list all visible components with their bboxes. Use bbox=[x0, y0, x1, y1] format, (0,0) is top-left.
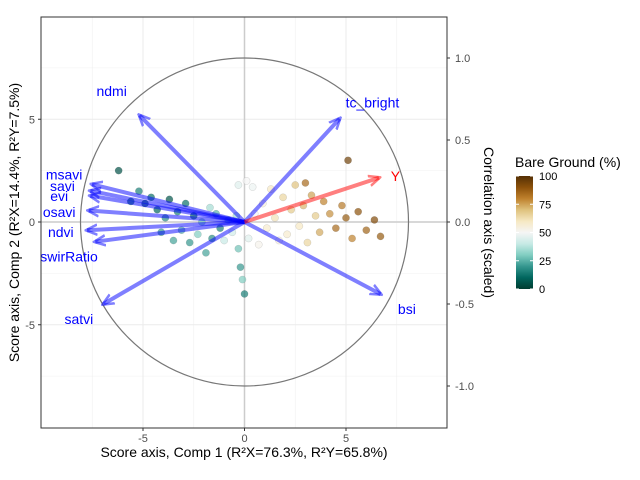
correlation-circle bbox=[79, 57, 410, 387]
score-point bbox=[242, 177, 251, 185]
variable-label-tc-bright: tc_bright bbox=[346, 94, 400, 110]
legend-tick-label: 25 bbox=[539, 256, 551, 268]
arrow-bsi bbox=[243, 220, 381, 294]
arrow-y bbox=[243, 178, 379, 224]
y-tick-label: 0 bbox=[29, 217, 35, 229]
score-point bbox=[376, 232, 385, 241]
score-point bbox=[301, 179, 310, 187]
variable-label-ndmi: ndmi bbox=[96, 83, 126, 99]
variable-label-bsi: bsi bbox=[398, 301, 416, 317]
arrow-satvi bbox=[103, 220, 246, 304]
score-point bbox=[338, 201, 346, 210]
score-point bbox=[342, 214, 350, 222]
score-point bbox=[311, 212, 320, 220]
variable-label-osavi: osavi bbox=[43, 204, 76, 220]
y-axis-title: Score axis, Comp 2 (R²X=14.4%, R²Y=7.5%) bbox=[6, 83, 22, 362]
arrow-swirratio bbox=[95, 220, 245, 242]
score-point bbox=[271, 214, 279, 222]
y2-tick-label: 0.5 bbox=[455, 135, 470, 147]
variable-label-satvi: satvi bbox=[64, 311, 93, 327]
score-point bbox=[114, 166, 123, 175]
score-point bbox=[238, 275, 247, 284]
score-point bbox=[370, 216, 379, 224]
y2-axis-title: Correlation axis (scaled) bbox=[481, 147, 497, 298]
score-point bbox=[220, 236, 228, 245]
score-point bbox=[254, 240, 263, 249]
score-point bbox=[295, 222, 304, 230]
score-point bbox=[240, 290, 249, 298]
arrow-evi bbox=[90, 196, 245, 224]
score-point bbox=[283, 230, 291, 239]
legend-tick-label: 50 bbox=[539, 228, 551, 240]
score-point bbox=[234, 181, 243, 189]
score-point bbox=[332, 224, 340, 232]
variable-label-y: Y bbox=[391, 168, 401, 184]
arrow-ndmi bbox=[140, 115, 246, 224]
x-tick-label: 5 bbox=[343, 433, 349, 445]
score-point bbox=[291, 181, 300, 189]
y2-tick-label: 0.0 bbox=[455, 217, 470, 229]
variable-label-ndvi: ndvi bbox=[48, 224, 74, 240]
score-point bbox=[325, 209, 334, 218]
score-point bbox=[279, 193, 287, 202]
score-point bbox=[248, 183, 257, 191]
y2-tick-label: 1.0 bbox=[455, 53, 470, 65]
x-axis-title: Score axis, Comp 1 (R²X=76.3%, R²Y=65.8%… bbox=[100, 444, 387, 460]
variable-label-savi: savi bbox=[50, 178, 75, 194]
arrow-osavi bbox=[89, 211, 245, 224]
x-tick-label: 0 bbox=[241, 433, 247, 445]
variable-label-msavi: msavi bbox=[46, 166, 83, 182]
legend-tick-label: 100 bbox=[539, 171, 557, 183]
y-tick-label: -5 bbox=[25, 320, 35, 332]
score-point bbox=[244, 234, 253, 243]
score-point bbox=[202, 249, 210, 257]
legend-title: Bare Ground (%) bbox=[515, 154, 621, 170]
score-point bbox=[169, 236, 178, 245]
variable-label-swirratio: swirRatio bbox=[40, 248, 98, 264]
score-point bbox=[354, 207, 362, 216]
score-point bbox=[303, 238, 312, 247]
score-point bbox=[234, 244, 243, 253]
variable-label-evi: evi bbox=[50, 188, 68, 204]
legend: Bare Ground (%)100 75 50 25 0 bbox=[515, 154, 621, 296]
legend-tick-label: 0 bbox=[539, 284, 545, 296]
score-point bbox=[185, 238, 194, 247]
score-point bbox=[362, 226, 371, 235]
score-point bbox=[315, 228, 324, 237]
score-point bbox=[194, 230, 202, 239]
x-tick-label: -5 bbox=[138, 433, 148, 445]
score-point bbox=[206, 203, 214, 212]
score-point bbox=[344, 156, 352, 165]
score-point bbox=[319, 197, 328, 206]
score-point bbox=[236, 263, 245, 272]
legend-colorbar bbox=[516, 176, 533, 289]
legend-tick-label: 75 bbox=[539, 199, 551, 211]
y2-tick-label: -1.0 bbox=[455, 381, 474, 393]
arrow-ndvi bbox=[87, 220, 245, 230]
y-tick-label: 5 bbox=[29, 114, 35, 126]
score-point bbox=[348, 234, 356, 243]
y2-tick-label: -0.5 bbox=[455, 299, 474, 311]
arrow-tc-bright bbox=[243, 119, 340, 224]
